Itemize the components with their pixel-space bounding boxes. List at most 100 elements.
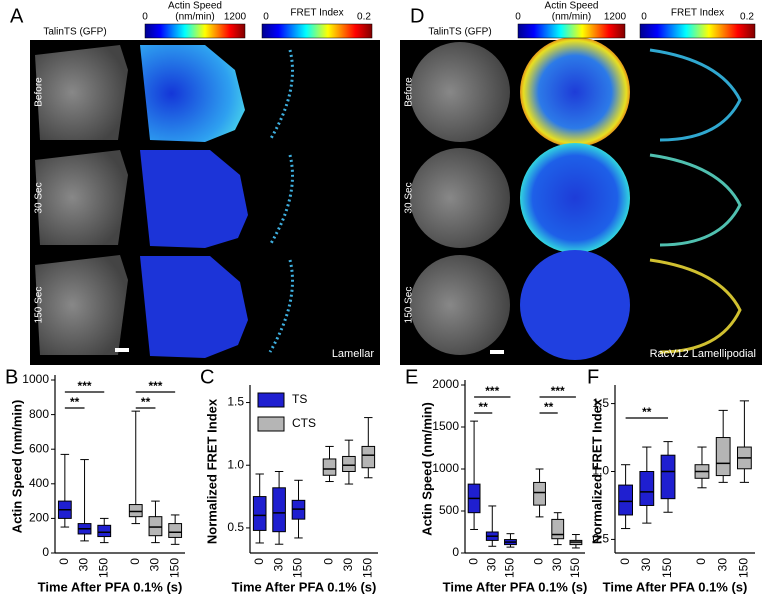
x-tick-label: 0 <box>252 558 266 565</box>
x-tick-label: 0 <box>532 558 546 565</box>
colorbar-max: 1200 <box>224 12 247 23</box>
gfp-column <box>410 42 510 355</box>
x-tick-label: 150 <box>660 558 674 578</box>
y-axis-label: Actin Speed (nm/min) <box>419 402 434 536</box>
row-label: 30 Sec <box>34 182 45 213</box>
box <box>322 458 337 476</box>
fret-colorbar <box>261 23 373 39</box>
legend-label: TS <box>292 392 307 406</box>
legend-swatch <box>257 416 285 432</box>
y-axis-label: Normalized FRET Index <box>204 398 219 544</box>
significance-label: ** <box>642 405 652 419</box>
y-axis-label: Normalized FRET Index <box>589 398 604 544</box>
panel-label: F <box>587 366 599 388</box>
y-tick-label: 1000 <box>432 461 459 475</box>
x-axis-label: Time After PFA 0.1% (s) <box>38 579 183 594</box>
channel-label: TalinTS (GFP) <box>428 27 491 38</box>
x-tick-label: 30 <box>148 558 162 572</box>
significance-label: *** <box>551 384 565 398</box>
x-tick-label: 150 <box>360 558 374 578</box>
box <box>148 516 163 537</box>
x-tick-label: 0 <box>322 558 336 565</box>
box <box>272 487 286 533</box>
actin-colorbar <box>144 23 246 39</box>
x-tick-label: 30 <box>341 558 355 572</box>
x-tick-label: 150 <box>167 558 181 578</box>
y-tick-label: 1.0 <box>592 464 609 478</box>
y-tick-label: 1500 <box>432 419 459 433</box>
y-tick-label: 0 <box>42 545 49 559</box>
row-label: Before <box>404 77 415 107</box>
significance-label: ** <box>70 395 80 409</box>
panel-label: E <box>405 366 418 388</box>
colorbar-max: 0.2 <box>357 12 371 23</box>
box <box>361 445 376 469</box>
colorbar-title: (nm/min) <box>552 12 591 23</box>
box <box>618 484 633 516</box>
colorbar-title: (nm/min) <box>175 12 214 23</box>
x-tick-label: 30 <box>550 558 564 572</box>
colorbar-max: 0.2 <box>740 12 754 23</box>
x-tick-label: 0 <box>618 558 632 565</box>
x-tick-label: 30 <box>484 558 498 572</box>
x-axis-label: Time After PFA 0.1% (s) <box>603 579 748 594</box>
colorbar-title: Actin Speed <box>168 1 222 12</box>
scale-bar <box>490 350 504 354</box>
y-tick-label: 0 <box>452 545 459 559</box>
colorbar-min: 0 <box>142 12 148 23</box>
actin-column <box>140 45 248 358</box>
box <box>533 481 546 506</box>
colorbar-title: Actin Speed <box>545 1 599 12</box>
box <box>715 437 731 477</box>
colorbar-max: 1200 <box>604 12 627 23</box>
row-label: 150 Sec <box>34 287 45 324</box>
colorbar-min: 0 <box>263 12 269 23</box>
y-tick-label: 600 <box>29 441 49 455</box>
y-tick-label: 800 <box>29 407 49 421</box>
y-tick-label: 1000 <box>22 372 49 386</box>
significance-label: ** <box>479 400 489 414</box>
colorbar-title: FRET Index <box>671 8 724 19</box>
x-tick-label: 0 <box>466 558 480 565</box>
box <box>97 524 112 538</box>
x-tick-label: 0 <box>128 558 142 565</box>
significance-label: *** <box>78 379 92 393</box>
box-chart: C 0.5 1.0 1.5 Normalized FRET Index Time Afte… <box>200 366 378 594</box>
panel-a-images <box>30 40 380 365</box>
colorbar-title: FRET Index <box>290 8 343 19</box>
caption: Lamellar <box>332 348 375 360</box>
y-tick-label: 0.5 <box>227 520 244 534</box>
gfp-column <box>35 45 128 355</box>
significance-label: *** <box>148 379 162 393</box>
significance-label: ** <box>544 400 554 414</box>
y-tick-label: 1.5 <box>592 396 609 410</box>
colorbar-min: 0 <box>515 12 521 23</box>
x-tick-label: 150 <box>568 558 582 578</box>
box <box>168 523 183 538</box>
x-tick-label: 150 <box>503 558 517 578</box>
box <box>660 454 676 500</box>
y-tick-label: 500 <box>439 503 459 517</box>
box <box>639 471 655 506</box>
x-axis-label: Time After PFA 0.1% (s) <box>443 579 588 594</box>
box <box>252 496 267 531</box>
x-tick-label: 150 <box>737 558 751 578</box>
significance-label: ** <box>141 395 151 409</box>
panel-label: C <box>200 366 214 388</box>
y-tick-label: 1.0 <box>227 457 244 471</box>
y-tick-label: 200 <box>29 511 49 525</box>
x-tick-label: 150 <box>96 558 110 578</box>
row-label: Before <box>34 77 45 107</box>
y-tick-label: 400 <box>29 476 49 490</box>
x-tick-label: 30 <box>639 558 653 572</box>
panel-label: A <box>10 5 24 27</box>
x-tick-label: 150 <box>291 558 305 578</box>
caption: RacV12 Lamellipodial <box>650 348 756 360</box>
y-tick-label: 1.5 <box>227 395 244 409</box>
box-chart: B 0 200 400 600 800 1000 Actin Speed (nm/min) Ti… <box>5 366 185 594</box>
colorbar-min: 0 <box>641 12 647 23</box>
row-label: 150 Sec <box>404 287 415 324</box>
